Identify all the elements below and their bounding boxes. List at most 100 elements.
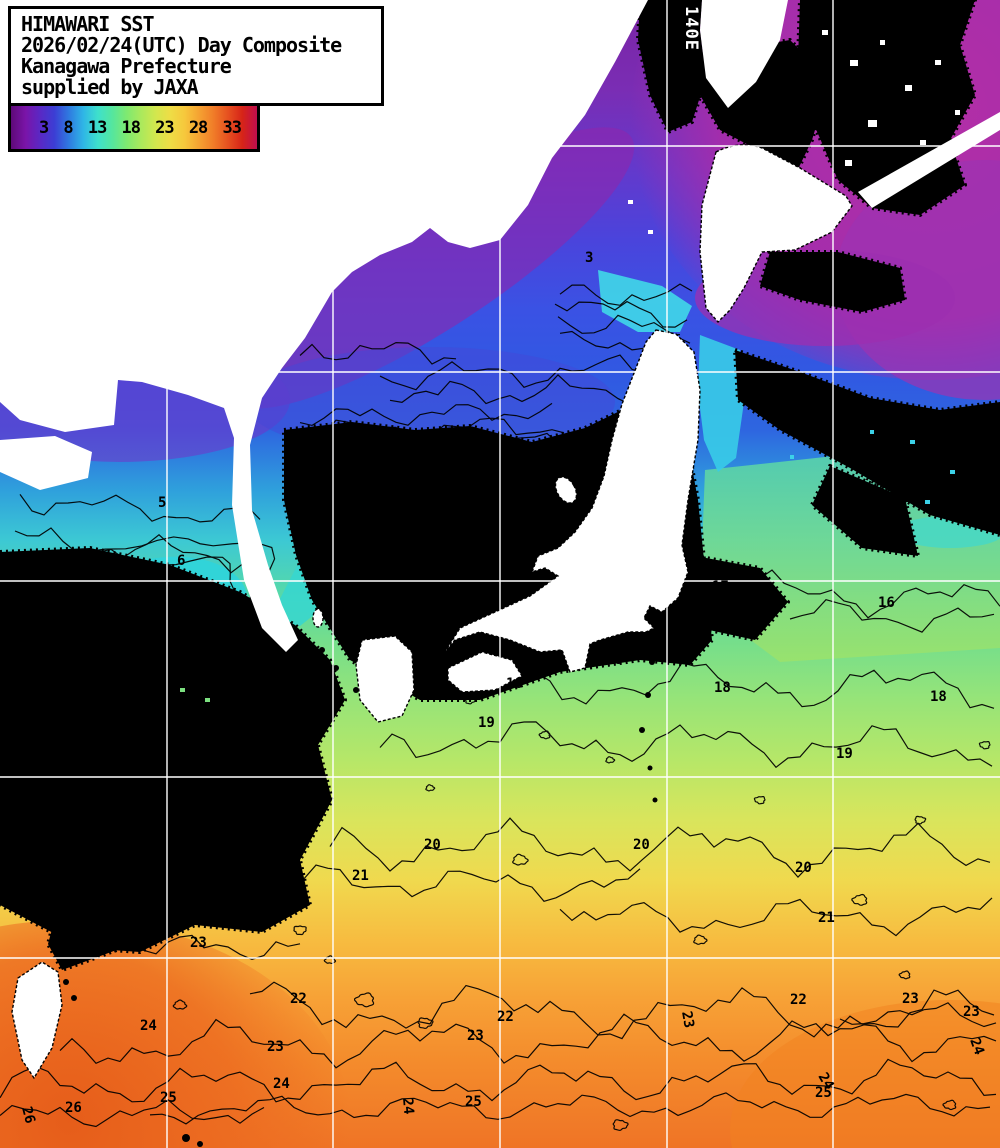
cloud-tohoku-east — [733, 348, 1000, 537]
contour-line — [149, 1092, 991, 1125]
contour-label-17: 17 — [712, 579, 729, 595]
colorbar-tick-23: 23 — [155, 117, 175, 138]
contour-line — [839, 1002, 997, 1028]
contour-closed-loop — [425, 784, 436, 792]
land-layer — [11, 0, 853, 1080]
contour-line — [249, 981, 995, 1040]
contour-label-22: 22 — [497, 1009, 514, 1025]
contour-line — [559, 897, 993, 937]
longitude-label-140e: 140E — [681, 6, 701, 51]
contour-closed-loop — [693, 934, 708, 945]
contour-closed-loop — [942, 1099, 957, 1111]
contour-closed-loop — [417, 1017, 434, 1030]
contour-label-18: 18 — [714, 680, 731, 696]
contour-line — [557, 314, 691, 344]
temperature-colorbar: 3 8 13 18 23 28 33 — [8, 103, 260, 152]
cloud-speckles — [628, 30, 960, 234]
land-taiwan — [11, 961, 63, 1080]
contour-closed-loop — [978, 741, 991, 750]
contour-label-25: 25 — [815, 1085, 832, 1101]
source-line: supplied by JAXA — [21, 75, 199, 99]
colorbar-tick-18: 18 — [121, 117, 142, 138]
contour-label-23: 23 — [190, 935, 207, 951]
region-line: Kanagawa Prefecture — [21, 54, 232, 78]
product-title: HIMAWARI SST — [21, 12, 155, 36]
contour-label-23: 23 — [678, 1010, 697, 1029]
primorye-coast-cold-water — [225, 127, 635, 409]
contour-line — [59, 1013, 997, 1069]
contour-line — [19, 494, 261, 523]
contour-label-7: 7 — [92, 610, 100, 626]
contour-label-23: 23 — [902, 991, 919, 1007]
contour-line — [299, 402, 553, 427]
contour-label-20: 20 — [424, 837, 441, 853]
contour-label-6: 6 — [177, 553, 185, 569]
contour-label-23: 23 — [963, 1004, 980, 1020]
land-kyushu — [355, 635, 415, 723]
contour-label-24: 24 — [966, 1036, 987, 1057]
cold-speckles — [180, 430, 955, 702]
contour-closed-loop — [538, 730, 551, 740]
contour-closed-loop — [612, 1119, 629, 1132]
colorbar-tick-13: 13 — [87, 117, 108, 138]
land-tsushima — [312, 608, 324, 628]
contour-line — [554, 300, 688, 328]
contour-closed-loop — [512, 853, 529, 866]
contour-closed-loop — [354, 992, 375, 1008]
contour-label-25: 25 — [465, 1094, 482, 1110]
contour-line — [379, 354, 657, 391]
contour-label-26: 26 — [65, 1100, 82, 1116]
contour-closed-loop — [914, 815, 927, 825]
contour-label-16: 16 — [878, 595, 895, 611]
cloud-okhotsk-west — [636, 0, 708, 134]
contour-label-18: 18 — [506, 676, 523, 692]
contour-line — [329, 817, 991, 878]
contour-closed-loop — [898, 970, 911, 980]
contour-label-3: 3 — [585, 250, 593, 266]
contour-line — [299, 341, 457, 365]
land-honshu — [444, 329, 701, 673]
contour-label-8: 8 — [152, 636, 160, 652]
contour-closed-loop — [172, 999, 188, 1010]
colorbar-tick-28: 28 — [188, 117, 209, 138]
contour-label-18: 18 — [606, 652, 623, 668]
contour-line — [119, 934, 301, 961]
colorbar-tick-3: 3 — [39, 117, 49, 138]
colorbar-tick-row: 3 8 13 18 23 28 33 — [11, 118, 257, 138]
contour-label-5: 5 — [158, 495, 166, 511]
contour-line — [14, 527, 256, 574]
contour-line — [389, 374, 655, 406]
contour-label-21: 21 — [818, 910, 835, 926]
land-shikoku — [447, 651, 523, 693]
contour-label-23: 23 — [467, 1028, 484, 1044]
contour-closed-loop — [851, 893, 868, 906]
latitude-label-40n: 40N — [2, 349, 36, 369]
contour-label-24: 24 — [399, 1097, 416, 1115]
contour-value-labels: 3 5 6 7 8 17 16 18 18 18 18 19 19 20 20 20 21 21 22 22 22 23 2… — [18, 250, 987, 1125]
land-sado — [554, 476, 578, 504]
contour-line — [0, 1098, 265, 1128]
contour-label-25: 25 — [160, 1090, 177, 1106]
contour-label-18: 18 — [930, 689, 947, 705]
contour-label-26: 26 — [18, 1105, 38, 1125]
date-line: 2026/02/24(UTC) Day Composite — [21, 33, 342, 57]
contour-label-19: 19 — [478, 715, 495, 731]
land-sakhalin — [700, 0, 788, 108]
contour-label-22: 22 — [290, 991, 307, 1007]
contour-line — [279, 864, 641, 902]
contour-closed-loop — [605, 756, 616, 764]
contour-label-20: 20 — [633, 837, 650, 853]
contour-closed-loop — [293, 925, 307, 936]
contour-label-19: 19 — [836, 746, 853, 762]
contour-label-24: 24 — [815, 1070, 837, 1093]
colorbar-tick-33: 33 — [222, 117, 242, 138]
contour-line — [789, 599, 995, 633]
tohoku-east-cold-strip — [698, 335, 744, 472]
contour-closed-loop — [753, 796, 766, 805]
colorbar-tick-8: 8 — [63, 117, 73, 138]
contour-line — [379, 721, 993, 769]
contour-label-23: 23 — [267, 1039, 284, 1055]
contour-line — [559, 283, 693, 306]
